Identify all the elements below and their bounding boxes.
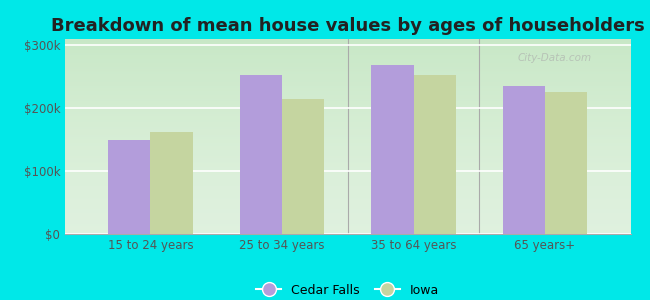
Title: Breakdown of mean house values by ages of householders: Breakdown of mean house values by ages o… [51, 17, 645, 35]
Bar [109, 140, 151, 234]
Bar [151, 132, 192, 234]
Bar [413, 75, 456, 234]
Bar [240, 75, 282, 234]
Bar [503, 86, 545, 234]
Bar [545, 92, 587, 234]
Bar [371, 65, 413, 234]
Text: City-Data.com: City-Data.com [517, 52, 592, 63]
Bar [282, 99, 324, 234]
Legend: Cedar Falls, Iowa: Cedar Falls, Iowa [252, 279, 444, 300]
